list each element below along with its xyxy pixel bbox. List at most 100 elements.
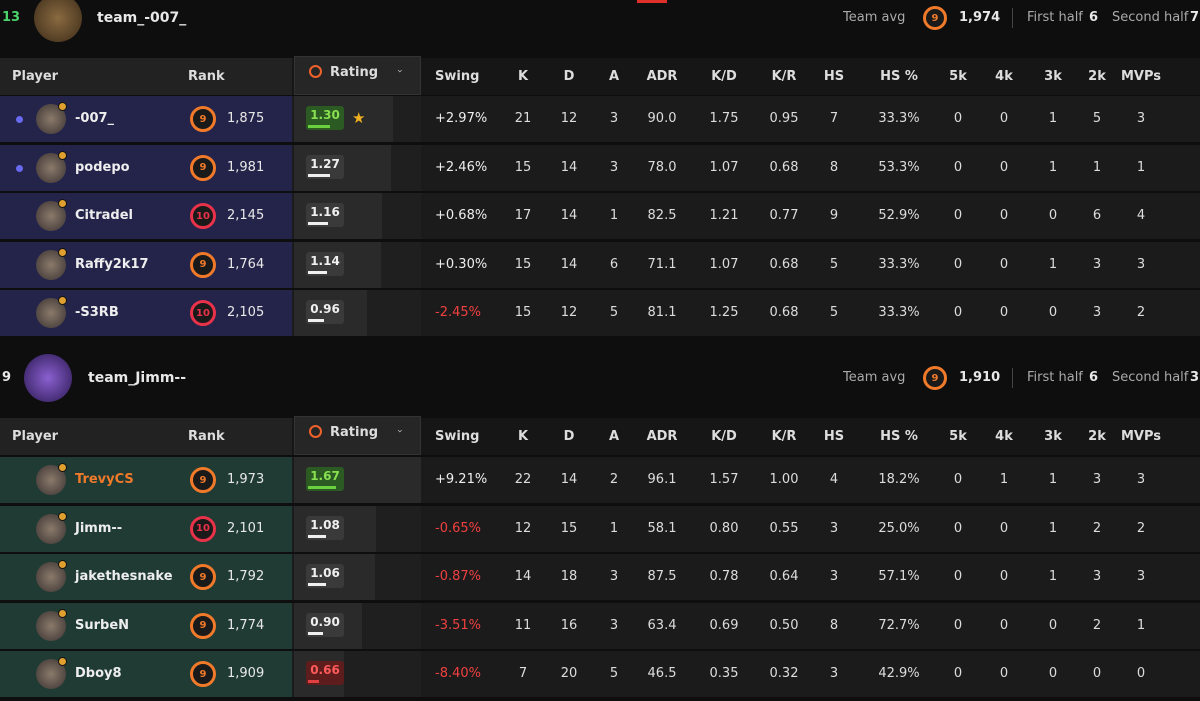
column-header: HS	[823, 69, 845, 84]
stat-value: 0	[953, 569, 963, 584]
stat-value: 21	[514, 111, 532, 126]
avatar-badge	[58, 150, 67, 160]
player-name[interactable]: podepo	[75, 159, 130, 175]
player-name[interactable]: -S3RB	[75, 305, 119, 320]
stat-value: 16	[560, 617, 578, 633]
mvp-star: ★	[352, 109, 366, 127]
level-badge: 9	[190, 106, 216, 132]
level-badge: 10	[190, 515, 216, 542]
active-tab-indicator	[637, 0, 667, 3]
column-header: MVPs	[1120, 429, 1162, 444]
stat-value: 33.3%	[878, 111, 920, 126]
player-header-bg	[0, 58, 292, 95]
rating-progress	[308, 583, 327, 586]
stat-value: 15	[560, 520, 578, 536]
stat-value: 4	[1136, 208, 1146, 223]
team-name[interactable]: team_Jimm--	[88, 370, 187, 386]
rating-progress	[308, 125, 331, 128]
player-name[interactable]: jakethesnake	[75, 569, 173, 584]
column-header: ADR	[646, 429, 678, 444]
stat-value: 3	[609, 617, 619, 633]
column-header: K/D	[711, 69, 737, 84]
rating-value: 1.14	[310, 253, 340, 268]
column-header: K	[517, 429, 529, 444]
level-badge: 9	[923, 366, 947, 390]
rating-icon	[309, 65, 322, 78]
rating-value: 0.90	[310, 614, 340, 629]
stat-value: 1	[1136, 617, 1146, 633]
stat-value: 0	[1092, 666, 1102, 681]
level-badge: 10	[190, 203, 216, 229]
player-name[interactable]: SurbeN	[75, 617, 130, 633]
player-name[interactable]: Citradel	[75, 208, 133, 223]
stat-value: 0.55	[769, 520, 799, 536]
stat-value: 0	[953, 305, 963, 320]
rating-value: 1.30	[310, 108, 340, 122]
level-badge: 9	[190, 564, 216, 590]
stat-value: 22	[514, 472, 532, 487]
avatar-badge	[58, 511, 67, 521]
column-header: K	[517, 69, 529, 84]
player-name[interactable]: TrevyCS	[75, 472, 134, 487]
stat-value: 0	[1048, 208, 1058, 223]
stat-value: 15	[514, 305, 532, 320]
stat-value: 5	[609, 305, 619, 320]
column-header: Player	[12, 429, 59, 444]
player-name[interactable]: -007_	[75, 111, 115, 126]
column-header: Swing	[435, 69, 480, 84]
stat-value: 33.3%	[878, 256, 920, 272]
stat-value: 7	[829, 111, 839, 126]
stat-value: 46.5	[647, 666, 677, 681]
column-header: HS	[823, 429, 845, 444]
rating-value: 1.67	[310, 469, 340, 483]
column-header: Rank	[188, 429, 225, 444]
level-badge: 9	[190, 661, 216, 687]
column-header: 5k	[949, 429, 967, 444]
divider	[1012, 368, 1013, 388]
stat-value: 5	[609, 666, 619, 681]
stat-value: 12	[514, 520, 532, 536]
stat-value: 2	[1092, 520, 1102, 536]
stat-value: 72.7%	[878, 617, 920, 633]
swing: +0.30%	[435, 256, 488, 272]
player-name[interactable]: Dboy8	[75, 666, 122, 681]
column-header: 5k	[949, 69, 967, 84]
swing: +0.68%	[435, 208, 488, 223]
stat-value: 1	[1048, 569, 1058, 584]
stat-value: 82.5	[647, 208, 677, 223]
stat-value: 1.21	[709, 208, 739, 223]
stat-value: 1.57	[709, 472, 739, 487]
stat-value: 3	[829, 666, 839, 681]
stat-value: 3	[1136, 111, 1146, 126]
player-elo: 1,875	[227, 111, 265, 126]
stat-value: 8	[829, 617, 839, 633]
avatar-badge	[58, 608, 67, 618]
team-avg-label: Team avg	[843, 10, 906, 25]
stat-value: 3	[1136, 256, 1146, 272]
player-elo: 2,101	[227, 520, 265, 536]
stat-value: 1.07	[709, 256, 739, 272]
stat-value: 0	[999, 159, 1009, 175]
stat-value: 1.75	[709, 111, 739, 126]
party-dot	[16, 164, 23, 172]
stat-value: 0	[999, 666, 1009, 681]
stat-value: 57.1%	[878, 569, 920, 584]
column-header: MVPs	[1120, 69, 1162, 84]
avatar-badge	[58, 657, 67, 666]
stat-value: 15	[514, 256, 532, 272]
column-header: Rating	[330, 65, 379, 80]
stat-value: 0.35	[709, 666, 739, 681]
column-header: A	[608, 429, 620, 444]
stat-value: 3	[609, 159, 619, 175]
stat-value: 4	[829, 472, 839, 487]
player-name[interactable]: Jimm--	[75, 520, 123, 536]
stat-value: 87.5	[647, 569, 677, 584]
column-header: 2k	[1088, 429, 1106, 444]
stat-value: 0.80	[709, 520, 739, 536]
player-name[interactable]: Raffy2k17	[75, 256, 149, 272]
column-header: D	[563, 429, 575, 444]
team-name[interactable]: team_-007_	[97, 10, 187, 26]
rating-value: 1.27	[310, 156, 340, 171]
party-dot	[16, 116, 23, 123]
stat-value: 1.07	[709, 159, 739, 175]
